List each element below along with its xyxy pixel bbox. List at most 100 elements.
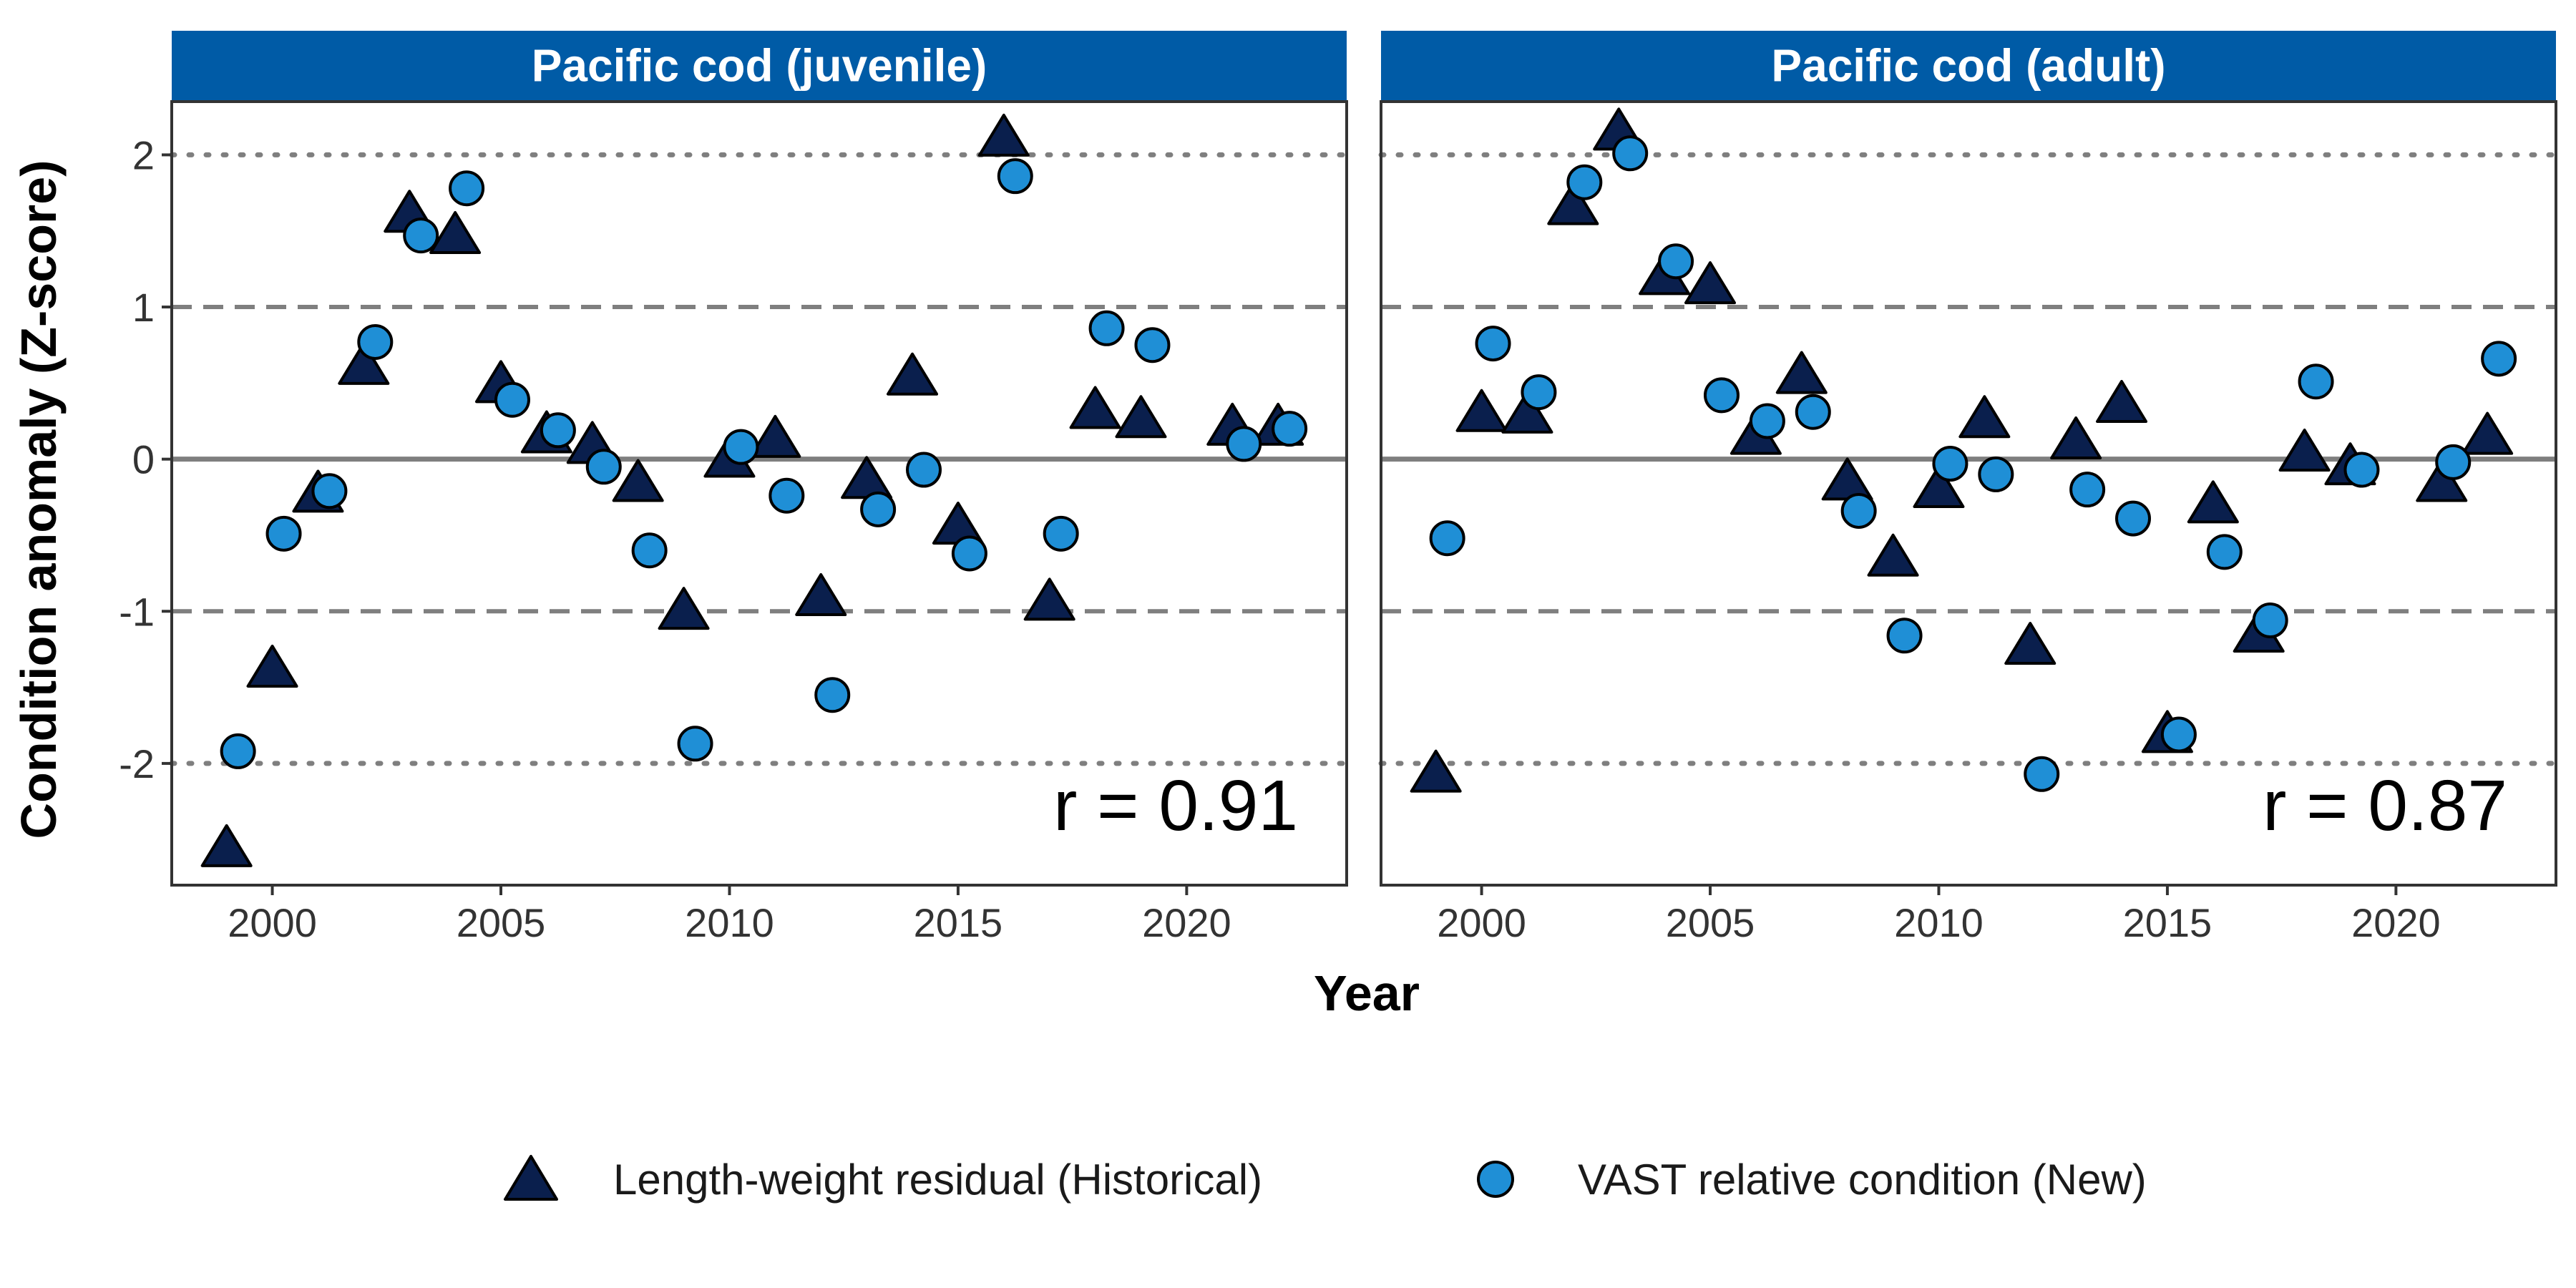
- circle-marker: [860, 491, 897, 527]
- triangle-marker: [1913, 465, 1965, 509]
- circle-marker: [814, 677, 851, 713]
- circle-marker: [1272, 411, 1308, 447]
- circle-marker: [951, 535, 987, 572]
- circle-marker: [1749, 403, 1785, 439]
- legend: Length-weight residual (Historical) VAST …: [504, 1155, 2147, 1204]
- circle-marker: [1932, 446, 1968, 482]
- circle-marker: [723, 429, 759, 465]
- x-tick-label: 2000: [1437, 900, 1526, 945]
- circle-marker: [1088, 310, 1125, 346]
- triangle-marker: [1455, 389, 1508, 432]
- circle-marker: [403, 218, 439, 254]
- panel-border: [170, 100, 1348, 887]
- triangle-marker: [1501, 390, 1553, 434]
- panel-title: Pacific cod (adult): [1771, 40, 2165, 92]
- triangle-marker: [338, 341, 390, 385]
- legend-triangle-icon: [504, 1155, 558, 1201]
- y-tick-label: 0: [132, 437, 155, 482]
- triangle-marker: [1115, 395, 1167, 439]
- circle-marker: [265, 515, 302, 552]
- circle-marker: [1226, 426, 1262, 462]
- triangle-marker: [246, 644, 298, 688]
- correlation-annotation: r = 0.91: [1053, 766, 1298, 846]
- triangle-marker: [887, 352, 939, 396]
- circle-marker: [1566, 164, 1603, 200]
- circle-marker: [2206, 534, 2243, 570]
- circle-marker: [2298, 364, 2334, 400]
- circle-marker: [1978, 456, 2014, 492]
- circle-marker: [1134, 327, 1171, 364]
- circle-marker: [2343, 452, 2380, 488]
- plot-area: [1381, 102, 2556, 885]
- circle-marker: [1043, 515, 1079, 552]
- panel-2: Pacific cod (adult) 2000 2005 2010 2015 2020 r…: [1378, 31, 2559, 945]
- triangle-marker: [977, 113, 1030, 157]
- circle-marker: [1658, 243, 1694, 280]
- y-tick-label: -2: [119, 741, 155, 786]
- legend-entry: VAST relative condition (New): [1477, 1156, 2147, 1204]
- circle-marker: [2435, 444, 2472, 480]
- circle-marker: [2115, 500, 2152, 537]
- circle-marker: [1521, 374, 1557, 411]
- triangle-marker: [2187, 480, 2239, 524]
- triangle-marker: [612, 459, 664, 502]
- circle-marker: [449, 170, 485, 207]
- circle-marker: [769, 477, 805, 514]
- triangle-marker: [429, 210, 482, 254]
- panel-title: Pacific cod (juvenile): [532, 40, 987, 92]
- x-tick-label: 2020: [2351, 900, 2441, 945]
- triangle-marker: [1958, 395, 2011, 439]
- circle-marker: [997, 158, 1033, 195]
- circle-marker: [1429, 520, 1465, 557]
- circle-marker: [2069, 472, 2106, 508]
- circle-marker: [631, 532, 668, 569]
- panel-strip: [1381, 31, 2556, 100]
- circle-marker: [311, 473, 348, 509]
- triangle-marker: [2278, 429, 2331, 472]
- circle-marker: [2481, 341, 2517, 377]
- x-tick-label: 2000: [228, 900, 317, 945]
- y-tick-label: -1: [119, 589, 155, 634]
- circle-marker: [2160, 716, 2197, 753]
- circle-marker: [585, 449, 622, 485]
- plot-area: [172, 102, 1347, 885]
- panel-1: Pacific cod (juvenile)2000 2005 2010 2015 20…: [119, 31, 1350, 945]
- y-tick-label: 2: [132, 132, 155, 177]
- triangle-marker: [2096, 379, 2148, 423]
- legend-label: VAST relative condition (New): [1578, 1156, 2147, 1204]
- circle-marker: [2252, 602, 2288, 639]
- series-circle: [1429, 135, 2517, 792]
- panels: Pacific cod (juvenile)2000 2005 2010 2015 20…: [119, 31, 2559, 945]
- x-tick-label: 2015: [914, 900, 1003, 945]
- triangle-marker: [1069, 386, 1121, 429]
- circle-marker: [540, 412, 576, 449]
- circle-marker: [677, 726, 713, 762]
- triangle-marker: [658, 587, 710, 630]
- circle-marker: [2024, 756, 2060, 792]
- circle-marker: [494, 381, 530, 418]
- circle-marker: [906, 452, 942, 488]
- legend-entry: Length-weight residual (Historical): [504, 1155, 1262, 1204]
- triangle-marker: [795, 573, 847, 617]
- triangle-marker: [1023, 577, 1075, 621]
- circle-marker: [1886, 618, 1923, 654]
- x-tick-label: 2020: [1142, 900, 1231, 945]
- y-axis-title: Condition anomaly (Z-score): [11, 160, 67, 839]
- circle-marker: [1612, 135, 1649, 172]
- panel-strip: [172, 31, 1347, 100]
- legend-label: Length-weight residual (Historical): [613, 1156, 1262, 1204]
- triangle-marker: [200, 824, 253, 867]
- circle-marker: [1703, 377, 1740, 414]
- triangle-marker: [1547, 182, 1599, 225]
- y-tick-label: 1: [132, 285, 155, 330]
- panel-border: [1380, 100, 2557, 887]
- correlation-annotation: r = 0.87: [2263, 766, 2507, 846]
- triangle-marker: [2050, 416, 2102, 460]
- triangle-marker: [1775, 351, 1828, 394]
- circle-marker: [1840, 492, 1877, 529]
- x-axis-title: Year: [1314, 965, 1420, 1021]
- x-tick-label: 2010: [685, 900, 774, 945]
- x-tick-label: 2015: [2123, 900, 2212, 945]
- triangle-marker: [2004, 622, 2057, 665]
